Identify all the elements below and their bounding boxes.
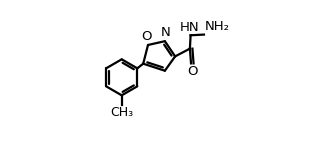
Text: NH₂: NH₂ xyxy=(205,20,230,33)
Text: HN: HN xyxy=(180,21,200,34)
Text: O: O xyxy=(141,30,152,43)
Text: O: O xyxy=(187,65,198,78)
Text: CH₃: CH₃ xyxy=(110,106,133,119)
Text: N: N xyxy=(161,26,171,39)
